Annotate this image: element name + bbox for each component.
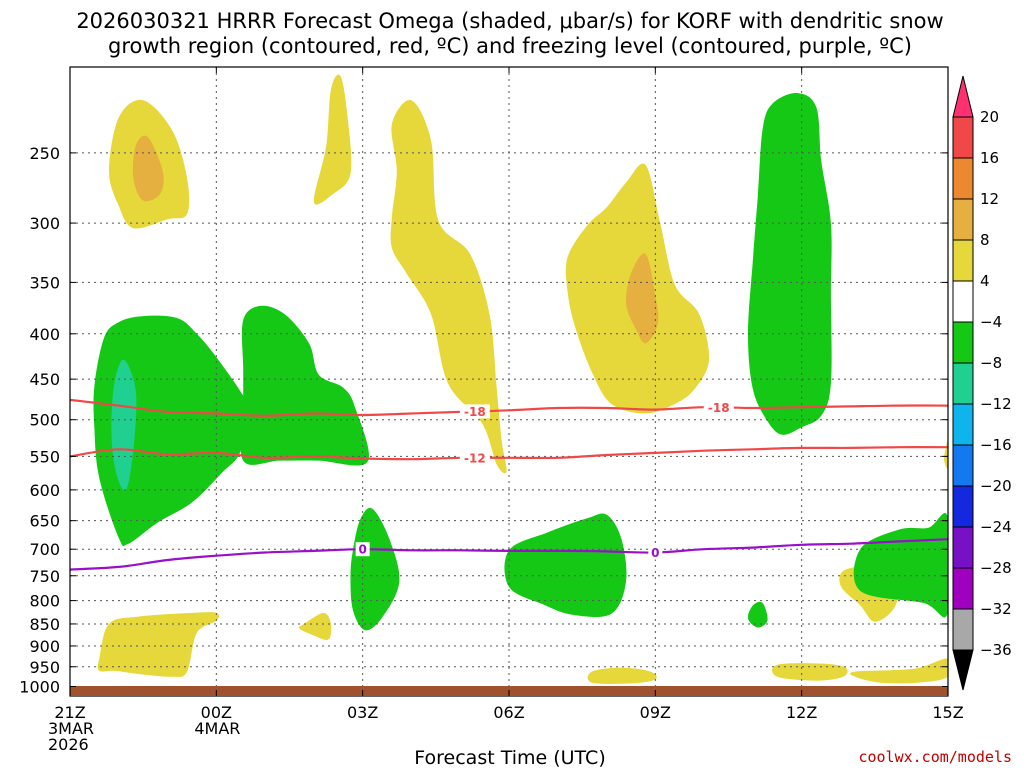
colorbar-label-6: −8 xyxy=(980,354,1002,372)
y-tick-label-650: 650 xyxy=(29,512,60,531)
colorbar-label-7: −12 xyxy=(980,395,1012,413)
x-tick-label-0-0: 21Z xyxy=(54,703,85,722)
omega-region-12 xyxy=(849,658,948,684)
colorbar-bottom-arrow xyxy=(952,649,974,691)
freezing-level-0-label-bg-1 xyxy=(648,545,663,560)
colorbar-label-10: −24 xyxy=(980,518,1012,536)
y-tick-label-800: 800 xyxy=(29,592,60,611)
colorbar-label-9: −20 xyxy=(980,477,1012,495)
freezing-level-0-label-bg-0 xyxy=(355,542,370,557)
freezing-level-0-label-0: 0 xyxy=(358,543,366,557)
freezing-level-0-line xyxy=(69,538,949,571)
omega-region-16 xyxy=(240,305,370,466)
y-tick-label-750: 750 xyxy=(29,567,60,586)
y-tick-label-500: 500 xyxy=(29,411,60,430)
omega-region-3 xyxy=(390,99,507,474)
chart-title-line-1: 2026030321 HRRR Forecast Omega (shaded, … xyxy=(76,9,943,33)
omega-region-8 xyxy=(298,612,332,640)
x-tick-label-3-0: 00Z xyxy=(201,703,232,722)
y-tick-label-700: 700 xyxy=(29,540,60,559)
colorbar-segment-9 xyxy=(952,444,974,487)
colorbar-segment-8 xyxy=(952,403,974,446)
colorbar-top-arrow xyxy=(952,75,974,118)
omega-region-10 xyxy=(772,663,848,681)
y-tick-label-550: 550 xyxy=(29,447,60,466)
x-tick-label-0-2: 2026 xyxy=(48,735,89,754)
colorbar-segment-6 xyxy=(952,321,974,364)
colorbar-label-5: −4 xyxy=(980,313,1002,331)
colorbar-label-11: −28 xyxy=(980,559,1012,577)
colorbar-label-4: 4 xyxy=(980,272,990,290)
omega-region-11 xyxy=(587,667,657,684)
dgz-minus-18-line xyxy=(69,398,949,417)
site-credit: coolwx.com/models xyxy=(858,748,1012,766)
colorbar-segment-12 xyxy=(952,567,974,610)
colorbar-label-3: 8 xyxy=(980,231,990,249)
temperature-contours: -18 -18 -12 0 0 xyxy=(69,398,949,571)
colorbar-label-12: −32 xyxy=(980,600,1012,618)
colorbar-segment-13 xyxy=(952,608,974,651)
omega-region-19 xyxy=(853,513,948,618)
chart-title-line-2: growth region (contoured, red, ºC) and f… xyxy=(108,34,912,58)
colorbar-label-8: −16 xyxy=(980,436,1012,454)
x-tick-label-15-0: 12Z xyxy=(786,703,817,722)
colorbar-segment-3 xyxy=(952,198,974,241)
omega-region-17 xyxy=(350,507,400,631)
dgz-minus-12-line xyxy=(69,446,949,461)
omega-region-18 xyxy=(504,513,627,618)
y-tick-label-300: 300 xyxy=(29,214,60,233)
colorbar-segment-10 xyxy=(952,485,974,528)
dgz-minus-18-label-bg-1 xyxy=(703,400,734,415)
colorbar-segment-1 xyxy=(952,116,974,159)
y-tick-label-250: 250 xyxy=(29,144,60,163)
omega-region-13 xyxy=(748,92,832,435)
dgz-minus-18-label-bg-0 xyxy=(459,404,490,419)
omega-region-15 xyxy=(111,359,137,491)
x-tick-label-0-1: 3MAR xyxy=(48,719,94,738)
x-tick-label-9-0: 06Z xyxy=(493,703,524,722)
colorbar-segment-7 xyxy=(952,362,974,405)
colorbar-segment-2 xyxy=(952,157,974,200)
freezing-level-0-label-1: 0 xyxy=(651,546,659,560)
colorbar-label-2: 12 xyxy=(980,190,999,208)
pressure-axis: 250 300 350 400 450 500 550 600 650 700 750 800 850 9… xyxy=(19,144,948,696)
y-tick-label-400: 400 xyxy=(29,325,60,344)
y-tick-label-850: 850 xyxy=(29,615,60,634)
colorbar-segment-5 xyxy=(952,280,974,323)
x-tick-label-6-0: 03Z xyxy=(347,703,378,722)
y-tick-label-900: 900 xyxy=(29,637,60,656)
x-axis-title: Forecast Time (UTC) xyxy=(414,747,605,768)
colorbar-label-1: 16 xyxy=(980,149,999,167)
dgz-minus-18-label-0: -18 xyxy=(464,405,486,419)
y-tick-label-1000: 1000 xyxy=(19,677,60,696)
y-tick-label-450: 450 xyxy=(29,370,60,389)
omega-region-20 xyxy=(747,601,768,628)
omega-region-2 xyxy=(313,74,352,205)
omega-shaded-regions xyxy=(93,74,948,684)
omega-region-1 xyxy=(132,135,164,202)
omega-region-5 xyxy=(625,253,659,344)
dgz-minus-12-label-bg-0 xyxy=(459,450,490,465)
colorbar: 20 16 12 8 4 −4 −8 −12 −16 −20 −24 −28 −32 −36 xyxy=(952,75,1012,691)
colorbar-label-13: −36 xyxy=(980,641,1012,659)
y-tick-label-950: 950 xyxy=(29,658,60,677)
y-tick-label-350: 350 xyxy=(29,273,60,292)
dgz-minus-18-label-1: -18 xyxy=(708,401,730,415)
omega-region-7 xyxy=(97,612,220,677)
colorbar-label-0: 20 xyxy=(980,108,999,126)
x-tick-label-3-1: 4MAR xyxy=(194,719,240,738)
y-tick-label-600: 600 xyxy=(29,481,60,500)
x-tick-label-12-0: 09Z xyxy=(640,703,671,722)
colorbar-segment-4 xyxy=(952,239,974,282)
dgz-minus-12-label-0: -12 xyxy=(464,451,486,465)
grid-lines xyxy=(70,67,948,696)
x-tick-label-18-0: 15Z xyxy=(932,703,963,722)
colorbar-segment-11 xyxy=(952,526,974,569)
